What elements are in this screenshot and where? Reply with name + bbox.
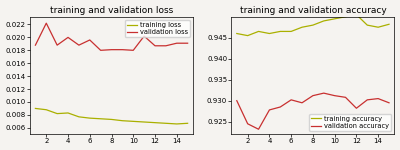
training loss [87, 117, 92, 119]
Title: training and validation accuracy: training and validation accuracy [240, 6, 386, 15]
Legend: training loss, validation loss: training loss, validation loss [125, 20, 190, 37]
training loss [76, 116, 81, 118]
training accuracy [321, 20, 326, 22]
validation loss [76, 44, 81, 46]
validation loss [87, 39, 92, 41]
validation loss [66, 36, 70, 38]
validation accuracy [289, 99, 294, 101]
Line: training loss: training loss [36, 108, 188, 124]
Title: training and validation loss: training and validation loss [50, 6, 173, 15]
training accuracy [278, 30, 283, 32]
training accuracy [289, 30, 294, 32]
training accuracy [376, 26, 380, 28]
validation accuracy [321, 92, 326, 94]
validation loss [44, 22, 49, 24]
Line: validation loss: validation loss [36, 23, 188, 50]
validation loss [142, 35, 146, 37]
validation loss [98, 49, 103, 51]
training accuracy [310, 24, 315, 26]
training accuracy [267, 33, 272, 34]
Line: training accuracy: training accuracy [237, 15, 389, 36]
training accuracy [387, 23, 392, 25]
training accuracy [300, 26, 304, 28]
validation loss [153, 45, 158, 47]
training accuracy [256, 30, 261, 32]
validation accuracy [278, 106, 283, 108]
validation accuracy [267, 109, 272, 111]
training loss [66, 112, 70, 114]
validation accuracy [332, 95, 337, 97]
validation accuracy [354, 107, 359, 109]
validation loss [174, 42, 179, 44]
validation loss [33, 44, 38, 46]
Legend: training accuracy, validation accuracy: training accuracy, validation accuracy [310, 114, 391, 131]
training loss [44, 109, 49, 111]
validation loss [109, 49, 114, 51]
training accuracy [354, 14, 359, 15]
validation accuracy [245, 123, 250, 125]
validation accuracy [387, 102, 392, 104]
training loss [164, 122, 168, 124]
validation loss [164, 45, 168, 47]
validation accuracy [376, 98, 380, 99]
training loss [174, 123, 179, 125]
validation loss [131, 49, 136, 51]
training loss [131, 120, 136, 122]
training loss [153, 122, 158, 124]
training loss [33, 108, 38, 109]
training accuracy [332, 18, 337, 20]
validation accuracy [300, 102, 304, 104]
validation accuracy [365, 99, 370, 101]
training loss [142, 121, 146, 123]
training accuracy [245, 35, 250, 36]
Line: validation accuracy: validation accuracy [237, 93, 389, 129]
training accuracy [365, 24, 370, 26]
training accuracy [343, 16, 348, 18]
validation accuracy [256, 128, 261, 130]
training loss [55, 113, 60, 114]
validation loss [185, 42, 190, 44]
training loss [109, 118, 114, 120]
training accuracy [234, 33, 239, 34]
validation loss [120, 49, 125, 51]
validation accuracy [343, 96, 348, 98]
training loss [120, 120, 125, 122]
training loss [98, 118, 103, 120]
training loss [185, 122, 190, 124]
validation accuracy [234, 100, 239, 102]
validation loss [55, 44, 60, 46]
validation accuracy [310, 95, 315, 97]
